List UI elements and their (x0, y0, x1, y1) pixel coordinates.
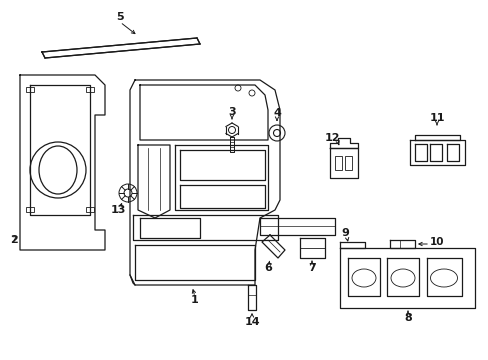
Bar (86, 87, 94, 92)
Text: 9: 9 (340, 228, 348, 238)
Text: 1: 1 (191, 295, 199, 305)
Text: 10: 10 (429, 237, 444, 247)
Text: 5: 5 (116, 12, 123, 22)
Text: 4: 4 (272, 108, 281, 118)
Text: 3: 3 (228, 107, 235, 117)
Text: 12: 12 (324, 133, 339, 143)
Bar (345, 156, 351, 170)
Text: 14: 14 (244, 317, 259, 327)
Bar (26, 207, 34, 212)
Text: 11: 11 (428, 113, 444, 123)
Text: 13: 13 (110, 205, 125, 215)
Bar (26, 87, 34, 92)
Bar (334, 156, 341, 170)
Text: 8: 8 (403, 313, 411, 323)
Bar (86, 207, 94, 212)
Text: 2: 2 (10, 235, 18, 245)
Text: 7: 7 (307, 263, 315, 273)
Text: 6: 6 (264, 263, 271, 273)
